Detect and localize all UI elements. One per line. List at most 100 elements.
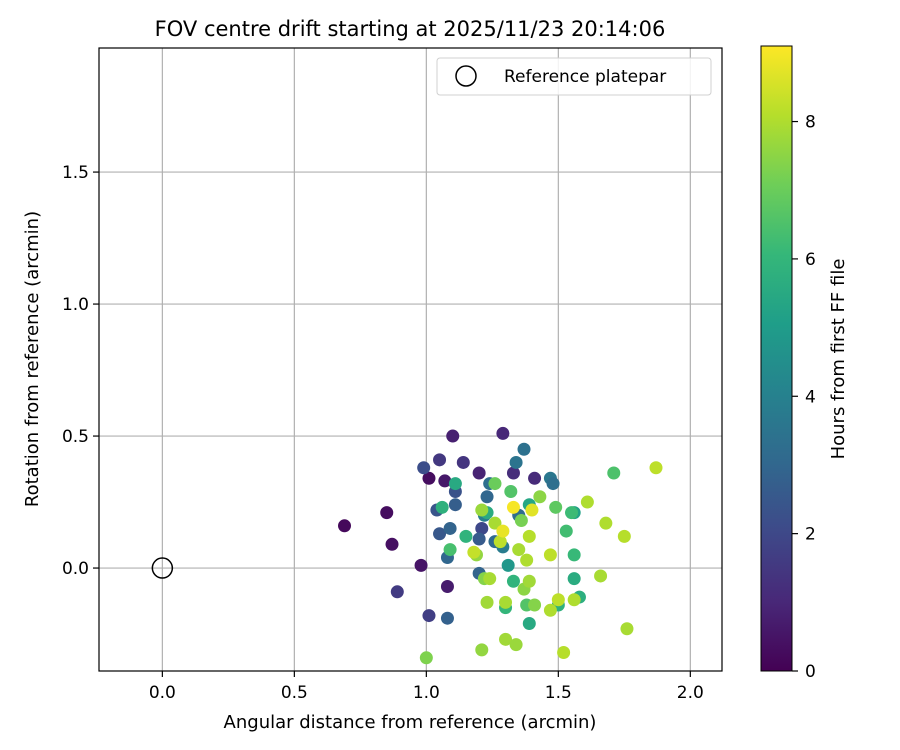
data-point bbox=[522, 574, 536, 588]
colorbar: 0 2 4 6 8 Hours from first FF file bbox=[760, 45, 849, 682]
colorbar-gradient bbox=[760, 45, 793, 672]
data-point bbox=[567, 572, 581, 586]
data-point bbox=[443, 521, 457, 535]
data-point bbox=[472, 466, 486, 480]
data-point bbox=[522, 529, 536, 543]
data-point bbox=[419, 651, 433, 665]
data-point bbox=[488, 516, 502, 530]
data-point bbox=[467, 545, 481, 559]
x-tick-label: 1.5 bbox=[545, 683, 572, 703]
y-tick-label: 0.5 bbox=[62, 427, 89, 447]
data-point bbox=[620, 622, 634, 636]
data-point bbox=[475, 503, 489, 517]
x-tick-label: 0.5 bbox=[281, 683, 308, 703]
data-point bbox=[565, 506, 579, 520]
data-point bbox=[520, 553, 534, 567]
data-points bbox=[338, 426, 663, 665]
data-point bbox=[543, 548, 557, 562]
data-point bbox=[649, 461, 663, 475]
data-point bbox=[456, 455, 470, 469]
data-point bbox=[435, 500, 449, 514]
data-point bbox=[443, 543, 457, 557]
data-point bbox=[493, 535, 507, 549]
colorbar-tick-label: 2 bbox=[805, 525, 816, 545]
data-point bbox=[422, 609, 436, 623]
colorbar-tick-label: 0 bbox=[805, 662, 816, 682]
y-tick-label: 1.0 bbox=[62, 295, 89, 315]
plot-area-frame bbox=[98, 47, 723, 672]
data-point bbox=[448, 498, 462, 512]
data-point bbox=[546, 477, 560, 491]
data-point bbox=[514, 514, 528, 528]
data-point bbox=[512, 543, 526, 557]
colorbar-tick-label: 6 bbox=[805, 250, 816, 270]
data-point bbox=[475, 521, 489, 535]
data-point bbox=[517, 442, 531, 456]
data-point bbox=[459, 529, 473, 543]
chart-title: FOV centre drift starting at 2025/11/23 … bbox=[155, 17, 666, 41]
legend-box bbox=[436, 57, 712, 96]
data-point bbox=[385, 537, 399, 551]
data-point bbox=[433, 453, 447, 467]
data-point bbox=[440, 580, 454, 594]
colorbar-label: Hours from first FF file bbox=[828, 259, 849, 460]
y-tick-label: 1.5 bbox=[62, 163, 89, 183]
data-point bbox=[499, 595, 513, 609]
x-tick-label: 0.0 bbox=[149, 683, 176, 703]
data-point bbox=[528, 471, 542, 485]
data-point bbox=[414, 558, 428, 572]
data-point bbox=[338, 519, 352, 533]
data-point bbox=[504, 484, 518, 498]
data-point bbox=[480, 595, 494, 609]
data-point bbox=[438, 474, 452, 488]
data-point bbox=[559, 524, 573, 538]
data-point bbox=[433, 527, 447, 541]
data-point bbox=[567, 593, 581, 607]
data-point bbox=[580, 495, 594, 509]
data-point bbox=[380, 506, 394, 520]
colorbar-tick-label: 4 bbox=[805, 387, 816, 407]
grid-lines bbox=[99, 48, 722, 671]
data-point bbox=[525, 503, 539, 517]
data-point bbox=[499, 632, 513, 646]
data-point bbox=[448, 477, 462, 491]
data-point bbox=[528, 598, 542, 612]
x-tick-label: 1.0 bbox=[413, 683, 440, 703]
y-tick-label: 0.0 bbox=[62, 559, 89, 579]
data-point bbox=[422, 471, 436, 485]
x-tick-label: 2.0 bbox=[677, 683, 704, 703]
data-point bbox=[472, 532, 486, 546]
data-point bbox=[509, 455, 523, 469]
data-point bbox=[522, 616, 536, 630]
reference-platepar-marker bbox=[151, 557, 174, 579]
data-point bbox=[488, 477, 502, 491]
data-point bbox=[506, 500, 520, 514]
data-point bbox=[483, 572, 497, 586]
data-point bbox=[440, 611, 454, 625]
data-point bbox=[496, 426, 510, 440]
data-point bbox=[496, 524, 510, 538]
x-axis-ticks: 0.0 0.5 1.0 1.5 2.0 bbox=[149, 671, 704, 703]
data-point bbox=[480, 490, 494, 504]
data-point bbox=[549, 500, 563, 514]
data-point bbox=[417, 461, 431, 475]
data-point bbox=[551, 593, 565, 607]
data-point bbox=[607, 466, 621, 480]
data-point bbox=[567, 548, 581, 562]
data-point bbox=[594, 569, 608, 583]
colorbar-ticks: 0 2 4 6 8 bbox=[792, 113, 816, 682]
legend-label: Reference platepar bbox=[504, 67, 666, 87]
y-axis-label: Rotation from reference (arcmin) bbox=[22, 211, 43, 507]
data-point bbox=[617, 529, 631, 543]
data-point bbox=[543, 603, 557, 617]
data-point bbox=[501, 558, 515, 572]
data-point bbox=[446, 429, 460, 443]
data-point bbox=[390, 585, 404, 599]
legend-marker-icon bbox=[455, 65, 477, 87]
x-axis-label: Angular distance from reference (arcmin) bbox=[224, 712, 597, 733]
reference-marker bbox=[151, 557, 174, 579]
data-point bbox=[533, 490, 547, 504]
data-point bbox=[506, 574, 520, 588]
legend: Reference platepar bbox=[436, 57, 712, 96]
